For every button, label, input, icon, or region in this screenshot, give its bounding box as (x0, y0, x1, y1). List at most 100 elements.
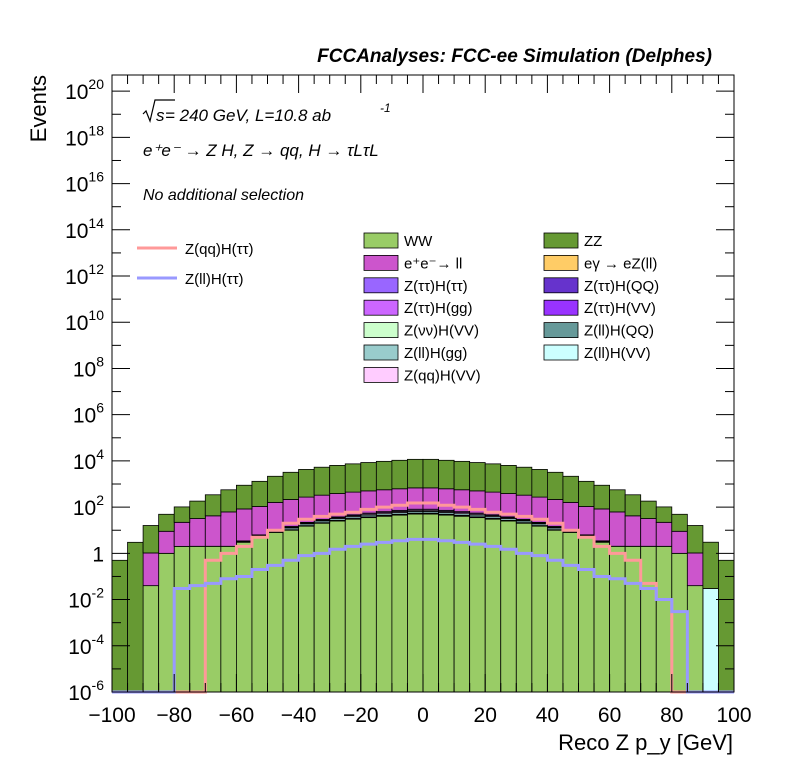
bar-e-e-ll-bin-4 (173, 521, 191, 547)
legend-swatch (363, 344, 399, 361)
bar-zz-bin-24 (484, 463, 502, 493)
bar-zz-bin-0 (111, 559, 128, 693)
bar-ww-bin-35 (655, 545, 673, 693)
bar-ww-bin-33 (624, 545, 642, 693)
x-tick-label: −60 (219, 704, 255, 727)
bar-zz-bin-7 (220, 489, 237, 513)
legend-label: Z(ττ)H(VV) (584, 300, 656, 317)
legend-label: WW (404, 233, 433, 250)
y-tick-label: 10-2 (68, 585, 104, 613)
legend-label: Z(νν)H(VV) (404, 323, 479, 340)
legend-label: e⁺e⁻→ ll (404, 255, 462, 272)
y-axis-ticks: 1020 1018 1016 1014 1012 1010 108 106 104 102 1 10-… (65, 76, 734, 705)
bar-zz-bin-30 (578, 480, 595, 507)
bar-e-e-ll-bin-35 (655, 521, 673, 547)
bar-e-e-ll-bin-19 (407, 487, 424, 510)
x-tick-label: −80 (156, 704, 192, 727)
legend-label: Z(ll)H(gg) (404, 345, 467, 362)
bar-zz-bin-33 (624, 494, 642, 517)
legend-label: Z(ττ)H(QQ) (584, 278, 659, 295)
bar-zz-bin-26 (515, 466, 533, 496)
legend-swatch (543, 254, 579, 271)
bar-ww-bin-14 (329, 520, 346, 693)
legend-swatch (543, 299, 579, 316)
y-tick-label: 10-4 (68, 631, 104, 659)
signal-histograms (112, 501, 734, 694)
bar-zz-bin-17 (375, 460, 393, 491)
legend-signal-label: Z(qq)H(ττ) (185, 241, 254, 258)
bar-zz-bin-15 (344, 463, 362, 493)
x-tick-label: −40 (281, 704, 317, 727)
bar-zz-bin-6 (204, 494, 222, 517)
x-tick-label: −100 (88, 704, 135, 727)
bar-e-e-ll-bin-10 (267, 501, 284, 531)
bar-ww-bin-37 (686, 585, 704, 693)
bar-ww-bin-2 (142, 585, 160, 693)
legend-swatch (543, 322, 579, 339)
bar-zz-bin-19 (407, 458, 424, 489)
signal-line-z-qq-h- (112, 501, 734, 694)
y-tick-label: 1 (92, 543, 104, 566)
legend-swatch (363, 299, 399, 316)
bar-zz-bin-36 (671, 513, 688, 532)
bar-ww-bin-5 (189, 545, 206, 693)
lumi-exponent: -1 (380, 101, 391, 115)
bar-ww-bin-27 (531, 525, 548, 693)
x-tick-label: 60 (598, 704, 621, 727)
bar-e-e-ll-bin-21 (438, 488, 455, 511)
bar-e-e-ll-bin-20 (422, 487, 439, 510)
bar-zz-bin-14 (329, 465, 346, 494)
bar-zz-bin-37 (686, 525, 704, 554)
y-tick-label: 1016 (65, 169, 104, 197)
bar-zz-bin-27 (531, 469, 548, 498)
bar-e-e-ll-bin-8 (235, 508, 253, 542)
bar-zz-bin-12 (298, 469, 315, 498)
bar-ww-bin-30 (578, 536, 595, 693)
x-axis-label: Reco Z p_y [GeV] (558, 730, 733, 755)
plot-title: FCCAnalyses: FCC-ee Simulation (Delphes) (317, 46, 712, 67)
bar-zz-bin-3 (158, 513, 175, 532)
bar-ww-bin-31 (593, 541, 610, 693)
legend-swatch (543, 344, 579, 361)
bar-zz-bin-20 (422, 458, 439, 489)
stacked-histogram (111, 458, 735, 693)
legend-swatch (543, 232, 579, 249)
bar-ww-bin-6 (204, 545, 222, 693)
legend-swatch (363, 322, 399, 339)
bar-e-e-ll-bin-31 (593, 508, 610, 542)
y-tick-label: 1010 (65, 307, 104, 335)
y-tick-label: 1012 (65, 261, 104, 289)
x-axis-ticks: −100 −80 −60 −40 −20 0 20 40 60 80 100 (88, 75, 752, 727)
x-tick-label: 0 (417, 704, 429, 727)
bar-e-e-ll-bin-3 (158, 530, 175, 554)
bar-zz-bin-18 (391, 459, 408, 490)
legend-label: Z(ττ)H(gg) (404, 300, 473, 317)
energy-text: = 240 GeV, L=10.8 ab (165, 106, 331, 125)
bar-e-e-ll-bin-33 (624, 515, 642, 547)
bar-e-e-ll-bin-6 (204, 515, 222, 547)
selection-annotation: No additional selection (143, 187, 304, 204)
bar-e-e-ll-bin-29 (562, 501, 579, 531)
bar-e-e-ll-bin-18 (391, 488, 408, 511)
bar-ww-bin-29 (562, 532, 579, 693)
x-tick-label: 80 (660, 704, 683, 727)
y-tick-label: 1020 (65, 76, 104, 104)
bar-zz-bin-2 (142, 525, 160, 554)
bar-zz-bin-23 (469, 462, 486, 492)
y-tick-label: 106 (73, 400, 104, 428)
legend-swatch (363, 277, 399, 294)
bar-zz-bin-13 (313, 466, 331, 496)
bar-e-e-ll-bin-7 (220, 511, 237, 547)
bar-zz-bin-11 (282, 471, 299, 500)
bar-zz-bin-38 (702, 541, 719, 589)
bar-ww-bin-4 (173, 545, 191, 693)
bar-ww-bin-25 (500, 520, 517, 693)
legend-swatch (363, 232, 399, 249)
bar-e-e-ll-bin-34 (640, 518, 657, 547)
legend-label: Z(ττ)H(ττ) (404, 278, 468, 295)
bar-zz-bin-21 (438, 459, 455, 490)
bar-zz-bin-25 (500, 465, 517, 494)
bar-ww-bin-7 (220, 545, 237, 693)
bar-zz-bin-28 (547, 471, 564, 500)
legend-label: Z(ll)H(VV) (584, 345, 651, 362)
